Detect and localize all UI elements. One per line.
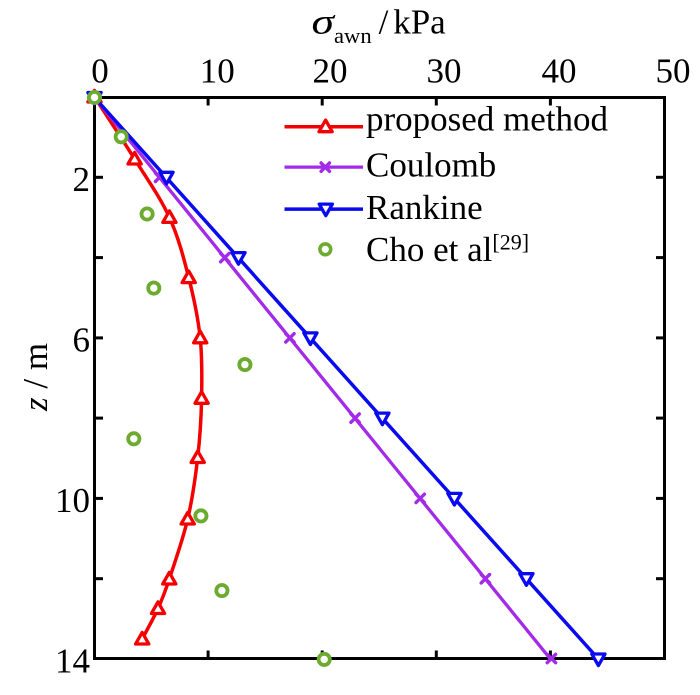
svg-text:2: 2	[73, 160, 91, 199]
svg-text:kPa: kPa	[393, 3, 446, 42]
svg-text:50: 50	[656, 52, 691, 91]
svg-text:z / m: z / m	[16, 343, 55, 412]
svg-text:proposed method: proposed method	[366, 100, 609, 139]
svg-text:30: 30	[427, 52, 462, 91]
svg-text:40: 40	[542, 52, 577, 91]
svg-text:awn: awn	[334, 23, 372, 48]
svg-text:10: 10	[55, 481, 90, 520]
svg-text:10: 10	[200, 52, 235, 91]
svg-text:Rankine: Rankine	[366, 188, 483, 227]
svg-text:0: 0	[91, 52, 109, 91]
svg-text:20: 20	[313, 52, 348, 91]
svg-text:Cho et al[29]: Cho et al[29]	[366, 229, 529, 269]
svg-text:6: 6	[73, 321, 91, 360]
svg-text:Coulomb: Coulomb	[366, 145, 496, 184]
svg-text:/: /	[379, 3, 389, 42]
svg-text:σ: σ	[312, 2, 336, 42]
svg-text:14: 14	[55, 642, 90, 681]
